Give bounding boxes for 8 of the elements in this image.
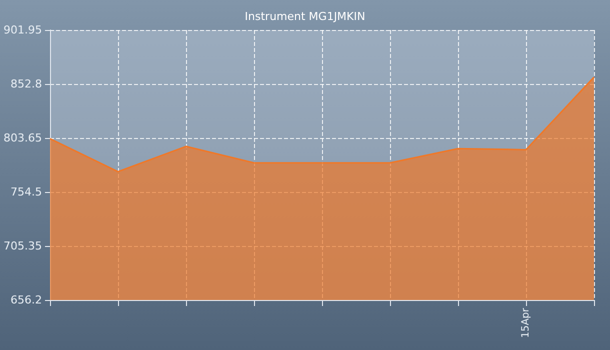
y-tick-label: 754.5 xyxy=(10,186,42,198)
chart-title: Instrument MG1JMKIN xyxy=(244,10,366,23)
y-tick-label: 656.2 xyxy=(10,294,42,306)
y-tick-label: 852.8 xyxy=(10,78,42,90)
y-tick-label: 705.35 xyxy=(4,240,42,252)
y-tick-label: 803.65 xyxy=(4,132,42,144)
y-tick-label: 901.95 xyxy=(4,24,42,36)
x-tick-label: 15Apr xyxy=(520,307,532,338)
